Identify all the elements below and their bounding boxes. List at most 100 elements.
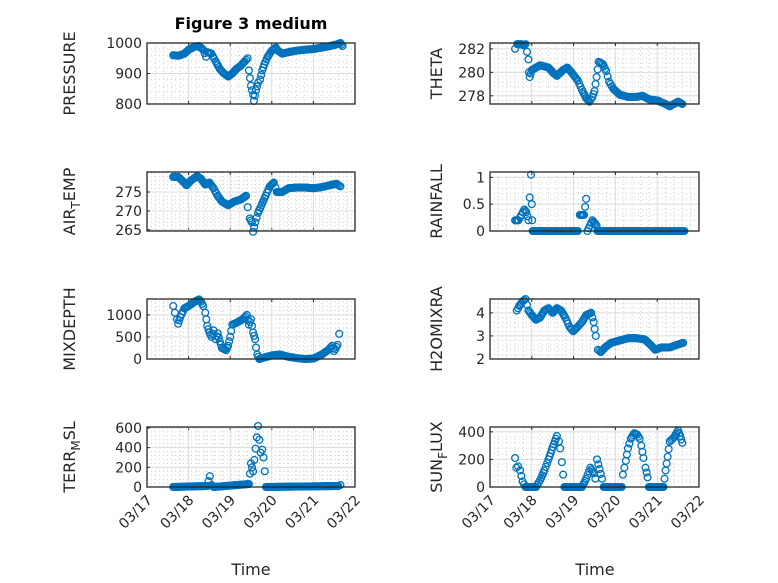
y-tick-label: 3 bbox=[476, 329, 485, 345]
subplot-mixdepth: 0 500 1000 MIXDEPTH bbox=[60, 287, 356, 371]
data-point bbox=[521, 40, 530, 49]
y-tick-label: 600 bbox=[115, 421, 142, 437]
data-point bbox=[579, 210, 589, 219]
y-tick-label: 200 bbox=[458, 452, 485, 468]
y-label-subscript: F bbox=[436, 452, 450, 459]
data-point bbox=[516, 466, 525, 475]
y-axis-label: THETA bbox=[427, 48, 446, 100]
y-axis-label: RAINFALL bbox=[427, 164, 446, 239]
data-point bbox=[663, 452, 672, 461]
data-point bbox=[526, 170, 536, 179]
axes-box bbox=[489, 42, 700, 105]
data-point bbox=[213, 329, 222, 338]
y-tick-label: 2 bbox=[476, 352, 485, 368]
data-point bbox=[679, 338, 688, 347]
data-point bbox=[592, 72, 601, 82]
data-point bbox=[522, 300, 532, 309]
y-tick-label: 280 bbox=[458, 65, 485, 81]
y-label-part: EMP bbox=[60, 167, 79, 201]
data-point bbox=[259, 453, 268, 462]
data-point bbox=[247, 463, 257, 472]
y-label-part: H2OMIXRA bbox=[427, 286, 446, 372]
y-tick-label: 900 bbox=[115, 67, 142, 83]
data-point bbox=[595, 465, 604, 474]
subplot-theta: 278 280 282 THETA bbox=[427, 40, 700, 111]
data-point bbox=[581, 202, 590, 211]
y-label-part: MIXDEPTH bbox=[60, 287, 79, 370]
data-point bbox=[528, 216, 537, 225]
data-point bbox=[251, 218, 260, 227]
y-tick-label: 200 bbox=[115, 460, 142, 476]
data-point bbox=[602, 67, 611, 76]
data-point bbox=[595, 346, 604, 355]
data-point bbox=[333, 340, 342, 349]
data-point bbox=[249, 227, 258, 236]
y-tick-label: 400 bbox=[458, 425, 485, 441]
data-point bbox=[522, 47, 532, 56]
y-tick-label: 0 bbox=[133, 352, 142, 368]
y-label-part: RAINFALL bbox=[427, 164, 446, 239]
data-point bbox=[249, 467, 258, 476]
y-label-part: SUN bbox=[427, 459, 446, 493]
y-label-part: THETA bbox=[427, 48, 446, 100]
data-point bbox=[247, 218, 256, 227]
y-tick-label: 400 bbox=[115, 441, 142, 457]
y-label-part: TERR bbox=[60, 451, 79, 494]
data-point bbox=[244, 66, 253, 75]
y-tick-label: 0 bbox=[133, 480, 142, 496]
y-tick-label: 0 bbox=[476, 224, 485, 240]
data-point bbox=[511, 453, 520, 463]
y-label-part: PRESSURE bbox=[60, 31, 79, 115]
data-point bbox=[252, 82, 262, 91]
subplot-pressure: 800 900 1000 PRESSURE bbox=[60, 31, 356, 116]
data-point bbox=[517, 471, 526, 481]
data-point bbox=[664, 445, 673, 454]
y-label-part: LUX bbox=[427, 421, 446, 452]
data-point bbox=[208, 182, 217, 191]
data-point bbox=[643, 473, 652, 482]
data-point bbox=[556, 444, 565, 453]
axes-box bbox=[146, 171, 356, 232]
y-label-subscript: T bbox=[69, 201, 83, 210]
data-point bbox=[241, 191, 251, 200]
data-point bbox=[543, 459, 552, 468]
data-point bbox=[258, 445, 267, 454]
data-point bbox=[252, 433, 261, 442]
data-point bbox=[592, 455, 602, 464]
data-point bbox=[256, 75, 265, 84]
data-point bbox=[225, 337, 234, 346]
data-point bbox=[242, 55, 251, 64]
data-point bbox=[597, 474, 607, 483]
data-point bbox=[623, 444, 632, 453]
axes-box bbox=[489, 426, 700, 488]
data-point bbox=[250, 455, 259, 465]
subplot-h2omixra: 2 3 4 H2OMIXRA bbox=[427, 286, 700, 372]
data-point bbox=[593, 65, 602, 74]
data-point bbox=[522, 208, 531, 217]
y-tick-label: 1 bbox=[476, 170, 485, 186]
y-tick-label: 4 bbox=[476, 306, 485, 322]
data-point bbox=[591, 331, 600, 340]
axes-box bbox=[146, 426, 356, 488]
data-point bbox=[582, 194, 591, 203]
y-label-subscript: M bbox=[69, 440, 83, 450]
x-axis-label-left: Time bbox=[230, 560, 270, 579]
data-point bbox=[641, 463, 650, 472]
y-axis-label: SUNFLUX bbox=[427, 421, 450, 493]
data-point bbox=[243, 315, 252, 324]
data-point bbox=[557, 458, 566, 467]
data-point bbox=[269, 178, 278, 187]
data-point bbox=[523, 212, 532, 221]
data-point bbox=[251, 335, 260, 344]
y-tick-label: 1000 bbox=[106, 308, 142, 324]
data-point bbox=[205, 472, 214, 481]
data-point bbox=[596, 469, 605, 478]
data-point bbox=[587, 308, 596, 317]
y-tick-label: 500 bbox=[115, 330, 142, 346]
data-point bbox=[260, 467, 269, 476]
y-tick-label: 270 bbox=[115, 204, 142, 220]
data-point bbox=[252, 213, 261, 222]
data-point bbox=[250, 91, 260, 100]
figure-title: Figure 3 medium bbox=[175, 14, 328, 33]
